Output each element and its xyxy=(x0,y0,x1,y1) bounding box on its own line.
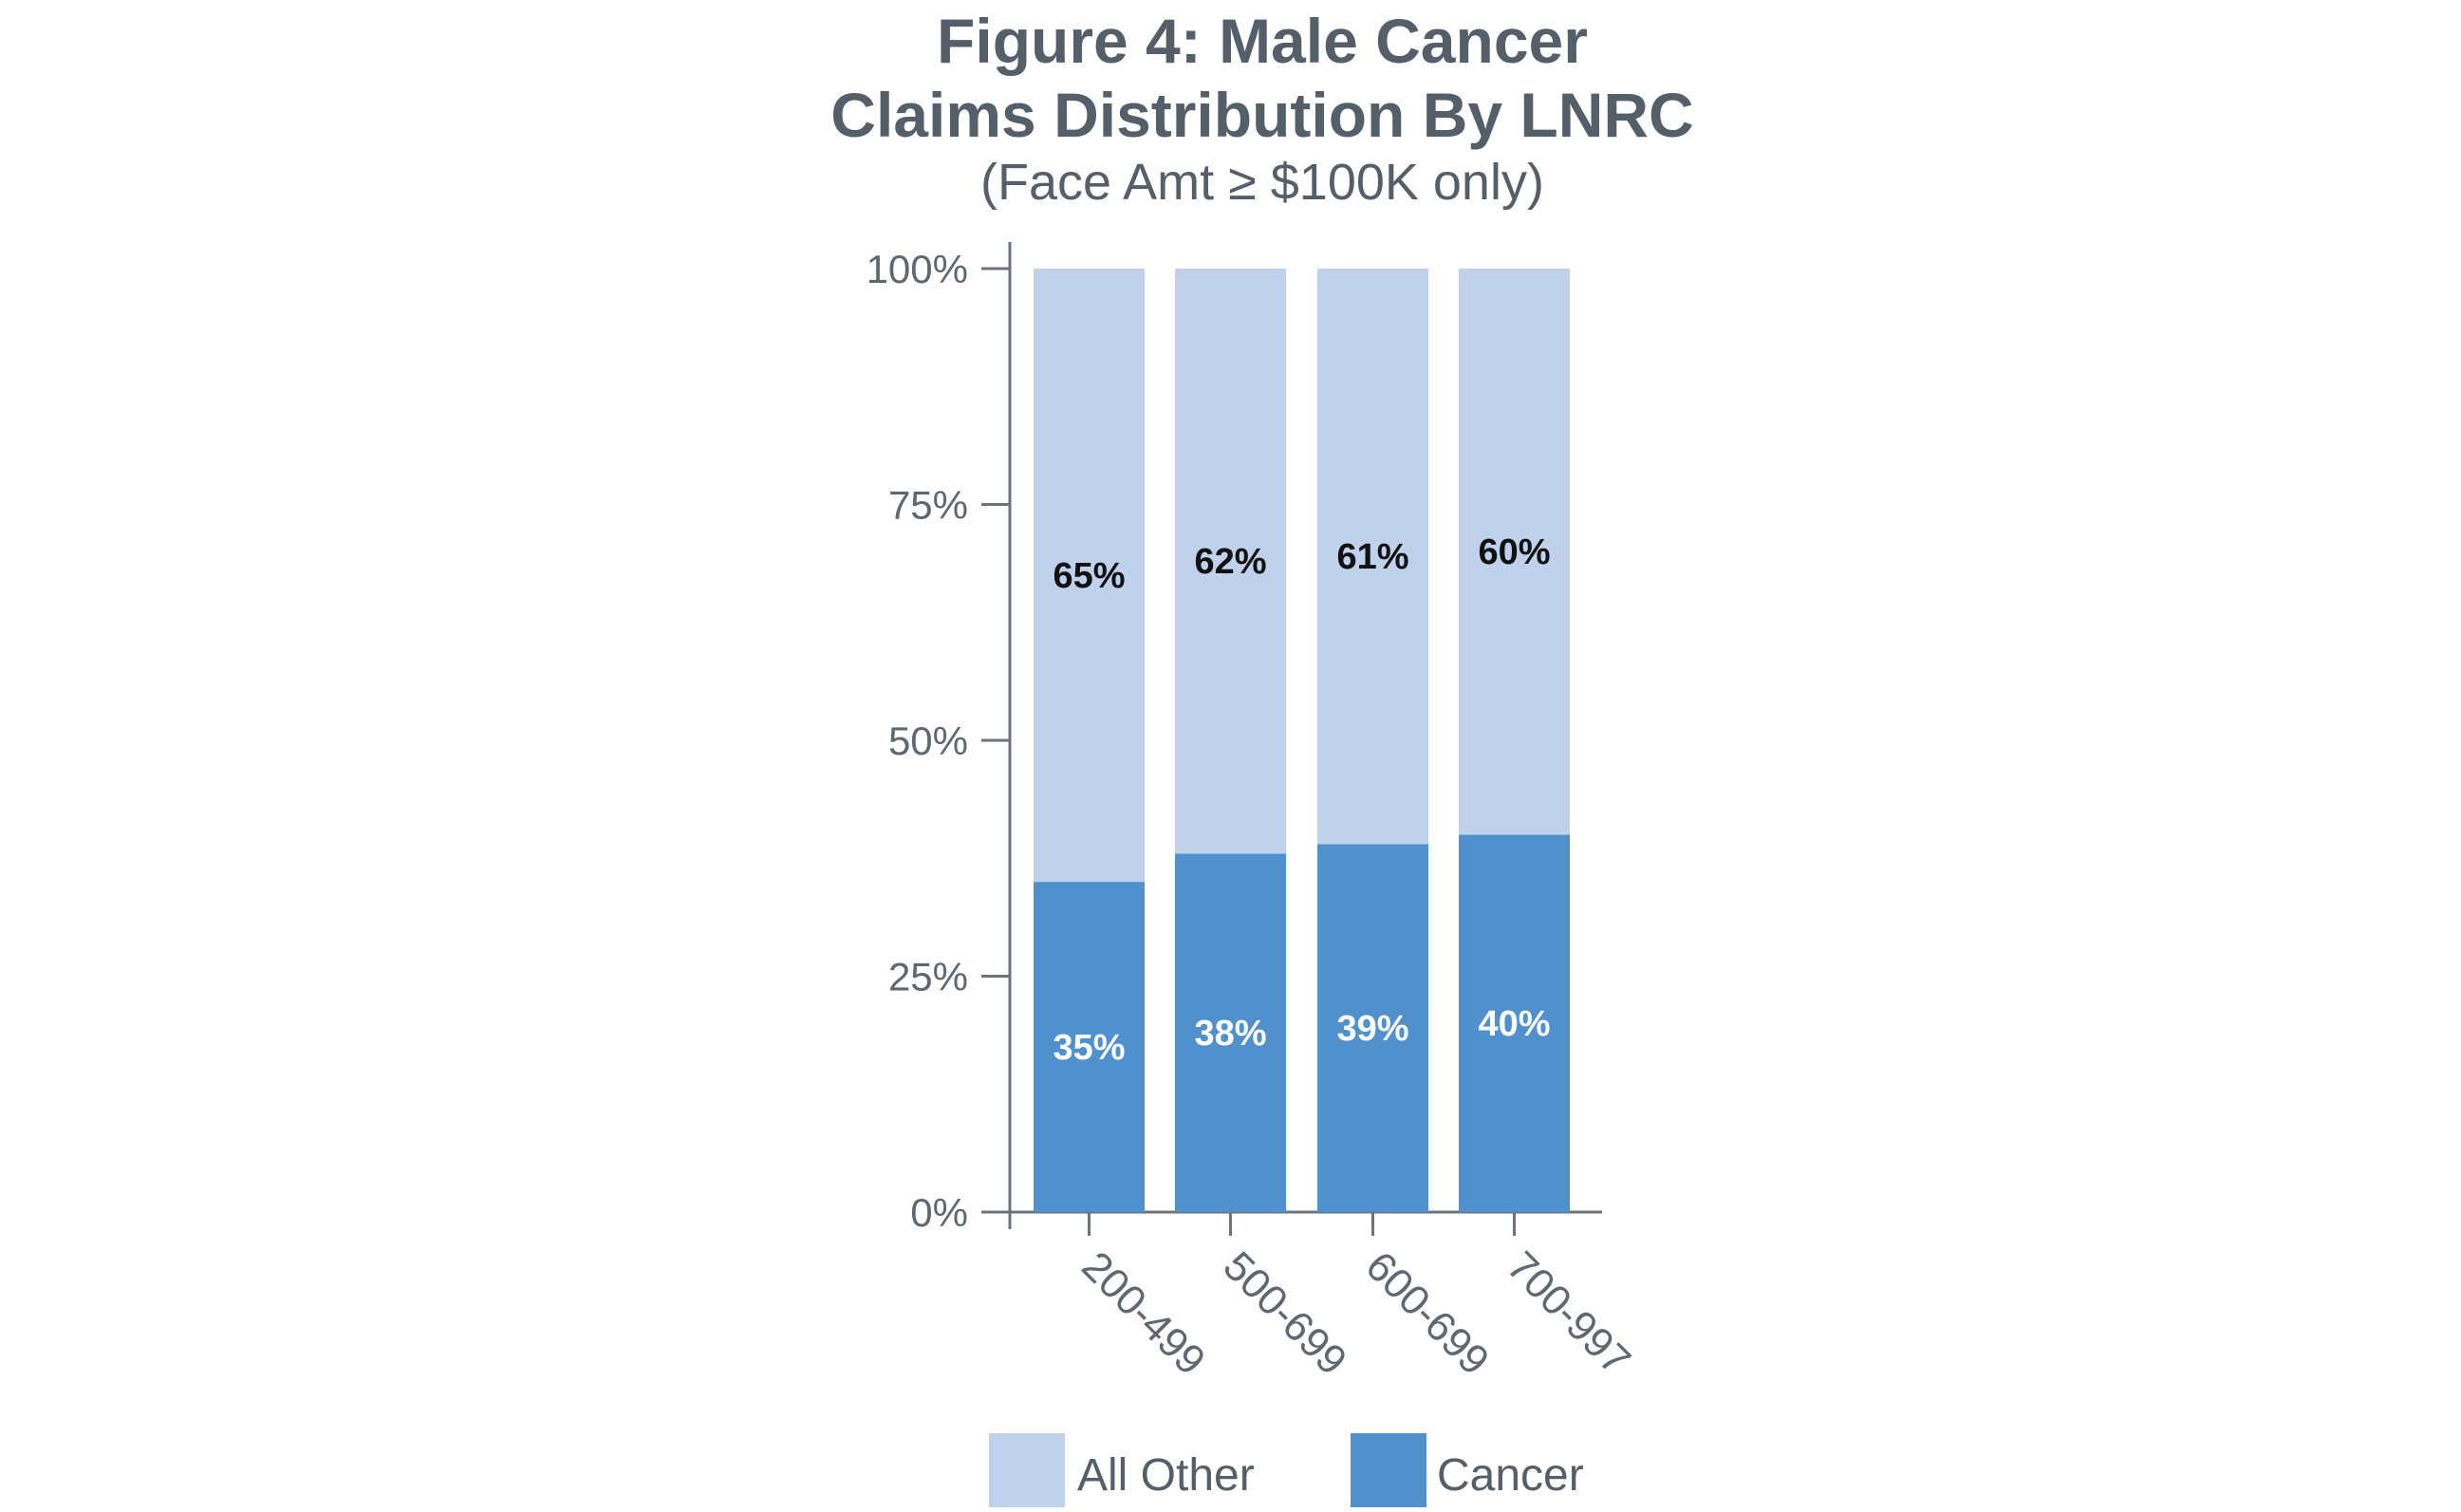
y-tick-label: 75% xyxy=(888,483,968,528)
data-label: 61% xyxy=(1336,537,1408,577)
bar-all-other xyxy=(1459,269,1570,835)
data-label: 38% xyxy=(1194,1014,1266,1054)
data-label: 62% xyxy=(1194,542,1266,582)
x-tick-label: 700-997 xyxy=(1498,1242,1639,1384)
bar-cancer xyxy=(1034,882,1145,1212)
data-label: 60% xyxy=(1478,532,1550,572)
chart-title: Figure 4: Male Cancer xyxy=(937,6,1588,76)
y-tick-label: 50% xyxy=(888,719,968,763)
chart-title-line2: Claims Distribution By LNRC xyxy=(830,80,1693,150)
chart-subtitle: (Face Amt ≥ $100K only) xyxy=(980,154,1544,211)
legend-label: All Other xyxy=(1077,1450,1255,1501)
y-tick-label: 25% xyxy=(888,955,968,999)
x-tick-label: 500-699 xyxy=(1214,1242,1355,1384)
data-label: 65% xyxy=(1053,556,1125,596)
x-tick-label: 200-499 xyxy=(1072,1242,1214,1384)
legend-swatch xyxy=(989,1433,1065,1507)
bar-all-other xyxy=(1034,269,1145,883)
data-label: 39% xyxy=(1336,1009,1408,1049)
bar-cancer xyxy=(1317,844,1428,1212)
bar-cancer xyxy=(1459,834,1570,1212)
legend: All Other Cancer xyxy=(989,1433,1584,1507)
legend-label: Cancer xyxy=(1437,1450,1584,1501)
y-tick-label: 0% xyxy=(910,1190,968,1235)
x-tick-label: 600-699 xyxy=(1356,1242,1498,1384)
legend-swatch xyxy=(1351,1433,1426,1507)
data-label: 35% xyxy=(1053,1028,1125,1068)
bar-cancer xyxy=(1175,853,1286,1212)
bar-all-other xyxy=(1317,269,1428,845)
bar-all-other xyxy=(1175,269,1286,854)
data-label: 40% xyxy=(1478,1004,1550,1044)
y-tick-label: 100% xyxy=(867,247,968,291)
